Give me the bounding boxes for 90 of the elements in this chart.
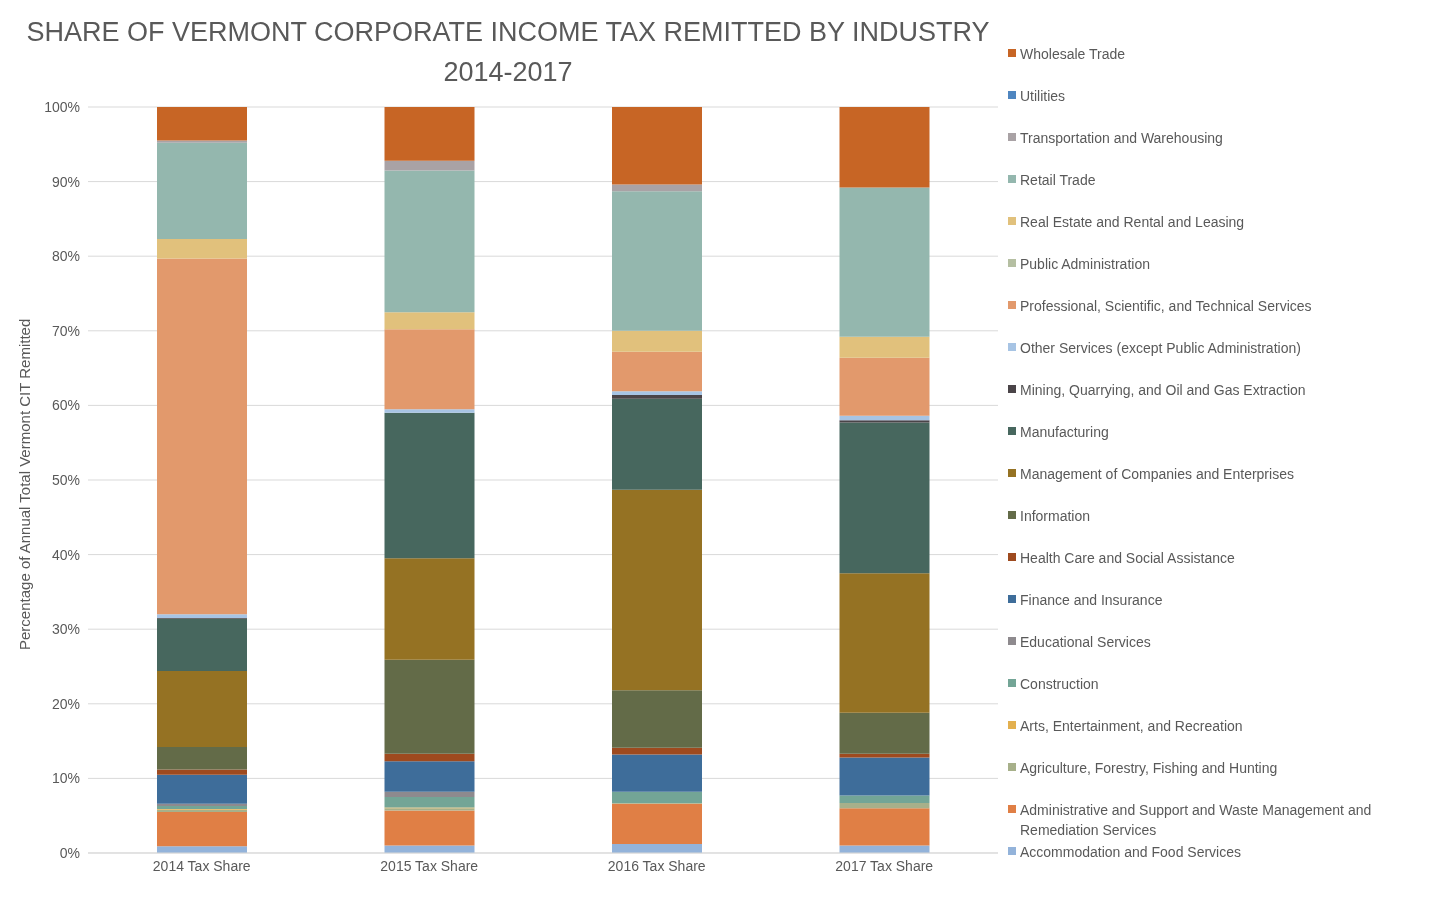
- bar: [384, 160, 475, 171]
- y-tick-label: 50%: [51, 471, 80, 488]
- bar: [612, 803, 702, 845]
- chart-subtitle: 2014-2017: [442, 56, 574, 89]
- y-tick-label: 100%: [44, 98, 80, 115]
- bar: [384, 312, 475, 330]
- legend-label: Accommodation and Food Services: [1020, 843, 1241, 862]
- bar: [839, 712, 930, 754]
- bar: [157, 614, 247, 619]
- bar: [157, 258, 247, 615]
- legend-label: Other Services (except Public Administration): [1020, 339, 1301, 358]
- bar: [384, 558, 475, 660]
- bar: [384, 107, 475, 161]
- x-tick-label: 2016 Tax Share: [607, 857, 706, 874]
- bar: [839, 803, 930, 809]
- legend-label: Real Estate and Rental and Leasing: [1020, 213, 1245, 232]
- legend-label: Mining, Quarrying, and Oil and Gas Extraction: [1020, 381, 1306, 400]
- y-tick-label: 0%: [59, 844, 80, 861]
- bar: [384, 810, 475, 846]
- bar: [612, 747, 702, 755]
- bar: [612, 394, 702, 399]
- bar: [157, 107, 247, 141]
- bar: [839, 420, 930, 423]
- bar: [384, 761, 475, 792]
- legend-label: Utilities: [1020, 87, 1066, 106]
- legend-label: Management of Companies and Enterprises: [1020, 465, 1294, 484]
- bar: [384, 170, 475, 313]
- bar: [157, 670, 247, 748]
- bar: [157, 774, 247, 804]
- bar: [612, 398, 702, 490]
- legend-label: Retail Trade: [1020, 171, 1096, 190]
- bar: [612, 107, 702, 185]
- y-axis-title: Percentage of Annual Total Vermont CIT Remitted: [16, 318, 34, 650]
- y-tick-label: 20%: [51, 695, 80, 712]
- bar: [384, 409, 475, 413]
- legend-label: Construction: [1020, 675, 1099, 694]
- bar: [157, 239, 247, 259]
- bar: [612, 191, 702, 331]
- y-tick-label: 80%: [51, 248, 80, 265]
- legend-label: Administrative and Support and Waste Management and Remediation Services: [1020, 801, 1373, 840]
- bar: [612, 690, 702, 748]
- x-tick-label: 2017 Tax Share: [835, 857, 934, 874]
- bar: [839, 757, 930, 796]
- bar: [384, 659, 475, 754]
- legend-label: Finance and Insurance: [1020, 591, 1163, 610]
- bar: [839, 753, 930, 758]
- bar: [384, 797, 475, 808]
- y-tick-label: 90%: [51, 173, 80, 190]
- bar: [839, 795, 930, 804]
- bar: [839, 808, 930, 846]
- bar: [157, 769, 247, 775]
- bar: [157, 618, 247, 671]
- legend-label: Manufacturing: [1020, 423, 1109, 442]
- bar: [839, 573, 930, 713]
- bar: [612, 791, 702, 804]
- bar: [384, 753, 475, 762]
- legend-label: Public Administration: [1020, 255, 1150, 274]
- bar: [839, 336, 930, 358]
- bar: [384, 791, 475, 798]
- bar: [839, 422, 930, 574]
- legend-label: Transportation and Warehousing: [1020, 129, 1223, 148]
- legend-label: Wholesale Trade: [1020, 45, 1126, 64]
- y-tick-label: 70%: [51, 322, 80, 339]
- bar: [157, 142, 247, 240]
- bar: [839, 187, 930, 337]
- bar: [612, 330, 702, 352]
- x-tick-label: 2015 Tax Share: [380, 857, 479, 874]
- legend-label: Information: [1020, 507, 1091, 526]
- y-tick-label: 10%: [51, 770, 80, 787]
- bar: [157, 811, 247, 847]
- bar: [612, 754, 702, 792]
- y-tick-label: 40%: [51, 546, 80, 563]
- bar: [384, 412, 475, 559]
- legend-label: Health Care and Social Assistance: [1020, 549, 1235, 568]
- bar: [612, 351, 702, 392]
- bar: [612, 489, 702, 691]
- bar: [384, 329, 475, 410]
- y-tick-label: 60%: [51, 397, 80, 414]
- legend-label: Agriculture, Forestry, Fishing and Hunting: [1020, 759, 1278, 778]
- legend-label: Professional, Scientific, and Technical Services: [1020, 297, 1312, 316]
- bar: [839, 107, 930, 188]
- bar: [839, 357, 930, 416]
- x-tick-label: 2014 Tax Share: [152, 857, 251, 874]
- chart-title: SHARE OF VERMONT CORPORATE INCOME TAX REMITTED BY INDUSTRY: [25, 16, 991, 49]
- legend-label: Educational Services: [1020, 633, 1151, 652]
- bar: [612, 391, 702, 395]
- y-tick-label: 30%: [51, 621, 80, 638]
- bar: [157, 140, 247, 143]
- legend-label: Arts, Entertainment, and Recreation: [1020, 717, 1243, 736]
- bar: [157, 747, 247, 770]
